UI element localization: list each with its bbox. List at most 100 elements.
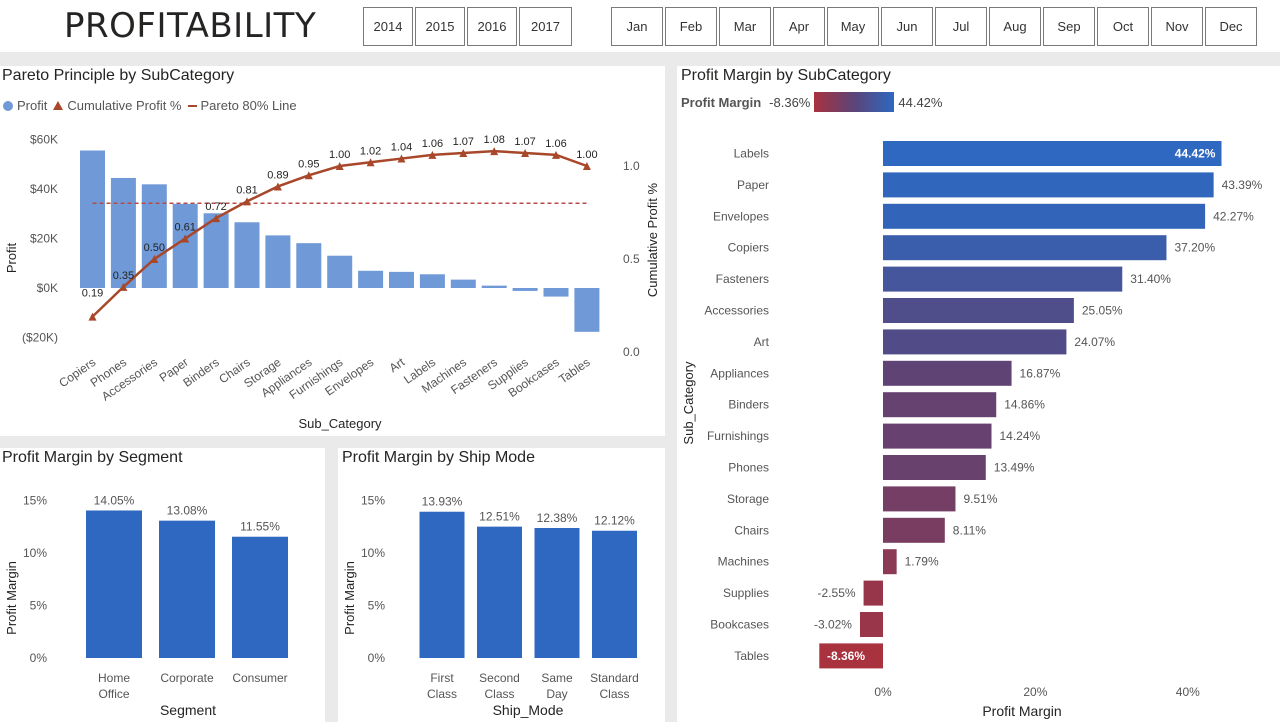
y2-axis-label: Cumulative Profit % xyxy=(645,182,660,297)
month-button-sep[interactable]: Sep xyxy=(1043,7,1095,46)
data-label: 11.55% xyxy=(240,520,280,534)
month-button-apr[interactable]: Apr xyxy=(773,7,825,46)
cumulative-point xyxy=(88,312,97,321)
data-label: 14.86% xyxy=(1004,398,1045,412)
cumulative-point xyxy=(304,171,313,180)
data-label: 14.05% xyxy=(94,493,135,507)
cumulative-point xyxy=(521,148,530,157)
cumulative-point xyxy=(150,255,159,263)
cumulative-data-label: 1.02 xyxy=(360,145,381,157)
data-label: -8.36% xyxy=(827,649,865,663)
y-tick-label: 15% xyxy=(361,494,385,508)
x-tick-label: 40% xyxy=(1176,685,1200,699)
month-button-oct[interactable]: Oct xyxy=(1097,7,1149,46)
bar-machines xyxy=(450,279,476,288)
y-tick-label: Chairs xyxy=(734,523,769,537)
y-tick-label: Paper xyxy=(737,178,769,192)
month-button-nov[interactable]: Nov xyxy=(1151,7,1203,46)
month-button-jul[interactable]: Jul xyxy=(935,7,987,46)
segment-panel: Profit Margin by Segment 15% 10% 5% 0% 14.05… xyxy=(0,448,325,722)
bar-supplies xyxy=(863,580,883,606)
bar-furnishings xyxy=(327,255,353,288)
month-button-aug[interactable]: Aug xyxy=(989,7,1041,46)
year-button-2015[interactable]: 2015 xyxy=(415,7,465,46)
bar-tables xyxy=(574,288,600,332)
x-tick-label: Home xyxy=(98,671,130,685)
bar-accessories xyxy=(883,298,1074,323)
bar-phones xyxy=(110,177,136,288)
month-button-jan[interactable]: Jan xyxy=(611,7,663,46)
pareto-legend-marker xyxy=(187,104,197,107)
cumulative-point xyxy=(212,214,221,223)
cumulative-point xyxy=(582,162,591,170)
cumulative-data-label: 0.50 xyxy=(144,242,165,254)
shipmode-chart: 15% 10% 5% 0% 13.93% First Class 12.51% Second Cl… xyxy=(342,494,639,719)
page-title: PROFITABILITY xyxy=(64,6,317,46)
margin-gradient-bar xyxy=(814,92,895,112)
y-tick-label: $60K xyxy=(30,133,58,147)
cumulative-point xyxy=(459,148,468,157)
cumulative-point xyxy=(273,182,282,191)
y-axis-label: Sub_Category xyxy=(681,361,696,445)
segment-title: Profit Margin by Segment xyxy=(2,449,183,466)
x-tick-label: Class xyxy=(427,687,457,701)
bar-art xyxy=(389,271,414,288)
y-axis-label: Profit xyxy=(4,242,19,273)
y-tick-label: 5% xyxy=(30,599,48,613)
bar-paper xyxy=(883,172,1214,198)
y-tick-label: Supplies xyxy=(723,586,769,600)
data-label: 1.79% xyxy=(905,555,939,569)
month-button-mar[interactable]: Mar xyxy=(719,7,771,46)
data-label: 14.24% xyxy=(1000,429,1041,443)
x-tick-label: Binders xyxy=(180,355,221,390)
year-slicer: 2014 2015 2016 2017 xyxy=(363,7,574,46)
cumulative-data-label: 0.81 xyxy=(236,184,257,196)
bar-appliances xyxy=(883,360,1012,386)
margin-legend-max: 44.42% xyxy=(898,94,943,110)
margin-legend-min: -8.36% xyxy=(769,94,811,110)
year-button-2014[interactable]: 2014 xyxy=(363,7,413,46)
pareto-legend: Profit Cumulative Profit % Pareto 80% Li… xyxy=(3,98,303,113)
margin-color-legend: Profit Margin -8.36% 44.42% xyxy=(681,92,942,112)
month-button-feb[interactable]: Feb xyxy=(665,7,717,46)
bar-supplies xyxy=(512,288,538,291)
bar-storage xyxy=(883,486,956,512)
bar-labels xyxy=(883,141,1222,166)
cumulative-data-label: 1.08 xyxy=(483,134,504,146)
cumulative-legend-marker xyxy=(53,101,64,110)
bar-appliances xyxy=(296,243,322,288)
x-tick-label: Class xyxy=(599,687,629,701)
month-button-may[interactable]: May xyxy=(827,7,879,46)
cumulative-data-label: 1.06 xyxy=(422,138,443,150)
y-tick-label: Machines xyxy=(718,555,769,569)
y-tick-label: Furnishings xyxy=(707,429,769,443)
y-tick-label: 10% xyxy=(361,546,385,560)
month-slicer: Jan Feb Mar Apr May Jun Jul Aug Sep Oct … xyxy=(611,7,1259,46)
cumulative-point xyxy=(335,162,344,170)
year-button-2017[interactable]: 2017 xyxy=(519,7,572,46)
y2-tick-label: 0.5 xyxy=(623,252,640,266)
bar-binders xyxy=(883,392,997,418)
data-label: 25.05% xyxy=(1082,304,1123,318)
bar-second-class xyxy=(477,526,522,658)
bar-binders xyxy=(203,213,229,288)
month-button-jun[interactable]: Jun xyxy=(881,7,933,46)
margin-panel: Profit Margin by SubCategory Profit Marg… xyxy=(677,66,1280,722)
y-tick-label: Appliances xyxy=(710,366,769,380)
data-label: 13.08% xyxy=(167,504,208,518)
legend-pareto: Pareto 80% Line xyxy=(200,98,297,113)
bar-furnishings xyxy=(883,423,992,449)
bar-tables xyxy=(819,643,883,669)
y-tick-label: $20K xyxy=(30,232,58,246)
bar-chairs xyxy=(883,517,945,543)
year-button-2016[interactable]: 2016 xyxy=(467,7,517,46)
cumulative-data-label: 1.06 xyxy=(545,138,566,150)
x-tick-label: Second xyxy=(479,671,520,685)
data-label: 43.39% xyxy=(1222,178,1263,192)
x-tick-label: 0% xyxy=(874,685,892,699)
data-label: 44.42% xyxy=(1175,147,1216,161)
cumulative-data-label: 0.89 xyxy=(267,169,288,181)
cumulative-data-label: 1.07 xyxy=(453,136,474,148)
month-button-dec[interactable]: Dec xyxy=(1205,7,1257,46)
x-axis-label: Ship_Mode xyxy=(493,702,564,718)
